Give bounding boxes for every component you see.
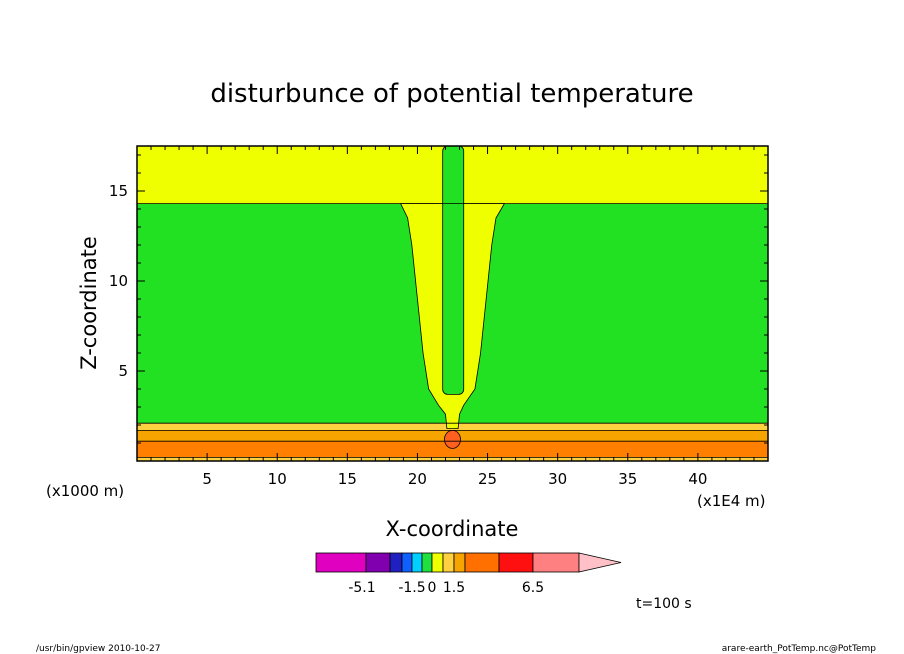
colorbar-segment	[389, 552, 403, 573]
x-tick-labels: 5 10 15 20 25 30 35 40	[202, 470, 707, 488]
colorbar	[315, 552, 622, 573]
x-tick-label: 40	[688, 470, 707, 488]
plot-frame	[136, 145, 769, 462]
colorbar-segment	[464, 552, 500, 573]
colorbar-segment	[498, 552, 534, 573]
x-tick-label: 10	[268, 470, 287, 488]
colorbar-segment	[431, 552, 444, 573]
y-tick-label: 5	[118, 362, 128, 380]
colorbar-arrow	[578, 552, 622, 573]
plume-inner-column	[442, 145, 465, 395]
x-tick-label: 5	[202, 470, 212, 488]
footer-left: /usr/bin/gpview 2010-10-27	[36, 644, 160, 654]
plume-core	[444, 429, 461, 449]
x-tick-label: 20	[408, 470, 427, 488]
colorbar-segment	[532, 552, 580, 573]
x-unit-label: (x1E4 m)	[697, 492, 766, 510]
colorbar-segment	[421, 552, 433, 573]
layer-band3	[137, 441, 768, 458]
y-tick-labels: 5 10 15	[109, 182, 128, 380]
y-tick-label: 15	[109, 182, 128, 200]
x-axis-label: X-coordinate	[386, 517, 519, 541]
colorbar-segment	[442, 552, 455, 573]
y-axis-label: Z-coordinate	[77, 236, 101, 370]
colorbar-label: -5.1	[348, 580, 375, 596]
y-tick-label: 10	[109, 272, 128, 290]
colorbar-segment	[315, 552, 367, 573]
footer-right: arare-earth_PotTemp.nc@PotTemp	[722, 644, 877, 654]
contour-lines	[137, 203, 768, 458]
x-tick-label: 30	[548, 470, 567, 488]
colorbar-segment	[453, 552, 466, 573]
x-tick-label: 15	[338, 470, 357, 488]
colorbar-segment	[401, 552, 413, 573]
colorbar-label: -1.5	[398, 580, 425, 596]
colorbar-segment	[365, 552, 391, 573]
layer-bottom-strip	[137, 457, 768, 461]
plot-area	[136, 145, 769, 462]
x-tick-label: 25	[478, 470, 497, 488]
x-tick-label: 35	[618, 470, 637, 488]
y-unit-label: (x1000 m)	[46, 482, 124, 500]
colorbar-segment	[411, 552, 423, 573]
tick-marks	[137, 146, 768, 461]
colorbar-label: 6.5	[522, 580, 544, 596]
colorbar-label: 0	[428, 580, 437, 596]
colorbar-label: 1.5	[443, 580, 465, 596]
chart-title: disturbunce of potential temperature	[210, 79, 693, 109]
colorbar-labels: -5.1 -1.5 0 1.5 6.5	[348, 580, 544, 596]
time-annotation: t=100 s	[636, 596, 692, 612]
